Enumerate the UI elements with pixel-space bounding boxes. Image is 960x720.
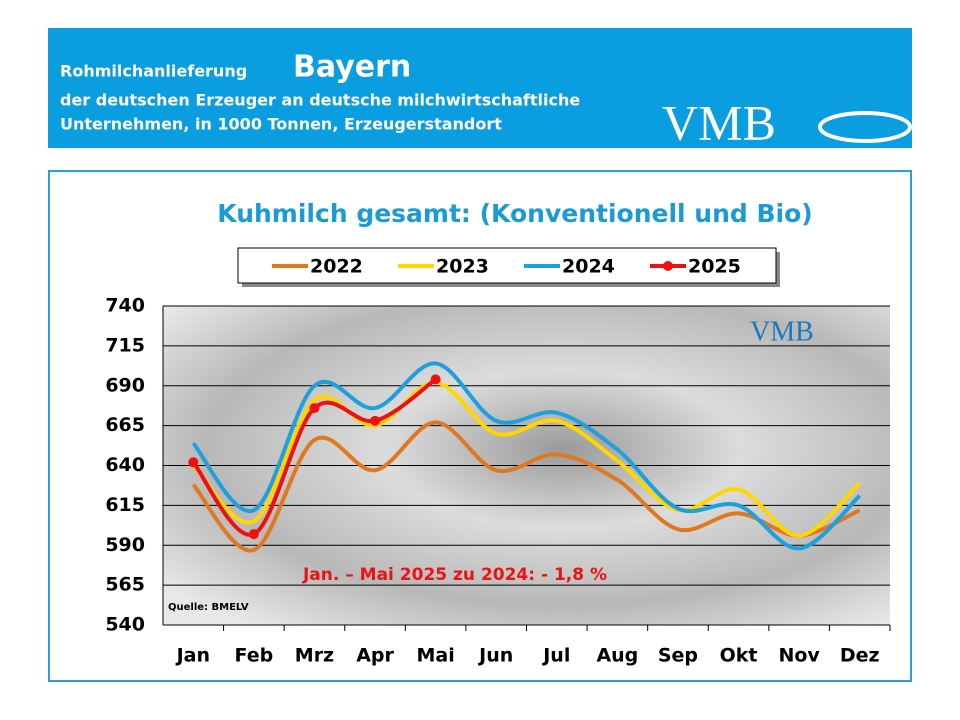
source: Quelle: BMELV bbox=[168, 602, 249, 613]
legend-box bbox=[237, 247, 777, 284]
header-logo: VMB bbox=[662, 94, 776, 150]
series-line bbox=[191, 420, 861, 553]
legend-label: 2024 bbox=[562, 256, 615, 278]
header-banner bbox=[48, 28, 912, 148]
point bbox=[430, 374, 441, 385]
x-tick-label: Feb bbox=[235, 645, 274, 667]
legend-label: 2023 bbox=[436, 256, 489, 278]
header-line1: Rohmilchanlieferung bbox=[60, 62, 247, 81]
x-tick-label: Dez bbox=[840, 645, 880, 667]
y-tick-label: 690 bbox=[105, 374, 145, 396]
x-tick-label: Sep bbox=[658, 645, 698, 667]
series-line bbox=[191, 377, 437, 537]
legend-label: 2025 bbox=[688, 256, 741, 278]
legend-marker bbox=[663, 261, 673, 271]
y-tick-label: 665 bbox=[105, 414, 145, 436]
logo-ripple bbox=[818, 111, 912, 143]
y-tick-label: 740 bbox=[105, 295, 145, 317]
y-tick-label: 715 bbox=[105, 334, 145, 356]
y-tick-label: 540 bbox=[105, 614, 145, 636]
y-tick-label: 565 bbox=[105, 574, 145, 596]
legend-label: 2022 bbox=[310, 256, 363, 278]
chart-title: Kuhmilch gesamt: (Konventionell und Bio) bbox=[217, 199, 812, 228]
y-tick-label: 640 bbox=[105, 454, 145, 476]
point bbox=[188, 457, 199, 468]
point bbox=[248, 529, 259, 540]
x-tick-label: Aug bbox=[596, 645, 638, 667]
point bbox=[309, 403, 320, 414]
y-tick-label: 590 bbox=[105, 534, 145, 556]
x-tick-label: Jul bbox=[541, 645, 570, 667]
x-tick-label: Mrz bbox=[295, 645, 334, 667]
series-line bbox=[191, 380, 862, 538]
header-line3: Unternehmen, in 1000 Tonnen, Erzeugersta… bbox=[60, 115, 502, 134]
x-tick-label: Nov bbox=[778, 645, 820, 667]
x-tick-label: Apr bbox=[356, 645, 394, 667]
watermark: VMB bbox=[750, 316, 814, 347]
x-tick-label: Mai bbox=[417, 645, 455, 667]
annotation: Jan. – Mai 2025 zu 2024: - 1,8 % bbox=[302, 565, 607, 585]
point bbox=[370, 415, 381, 426]
header-region: Bayern bbox=[293, 50, 411, 85]
x-tick-label: Jun bbox=[477, 645, 513, 667]
header-line2: der deutschen Erzeuger an deutsche milch… bbox=[60, 91, 580, 110]
series-line bbox=[191, 361, 862, 551]
x-tick-label: Jan bbox=[175, 645, 210, 667]
x-tick-label: Okt bbox=[720, 645, 758, 667]
y-tick-label: 615 bbox=[105, 494, 145, 516]
